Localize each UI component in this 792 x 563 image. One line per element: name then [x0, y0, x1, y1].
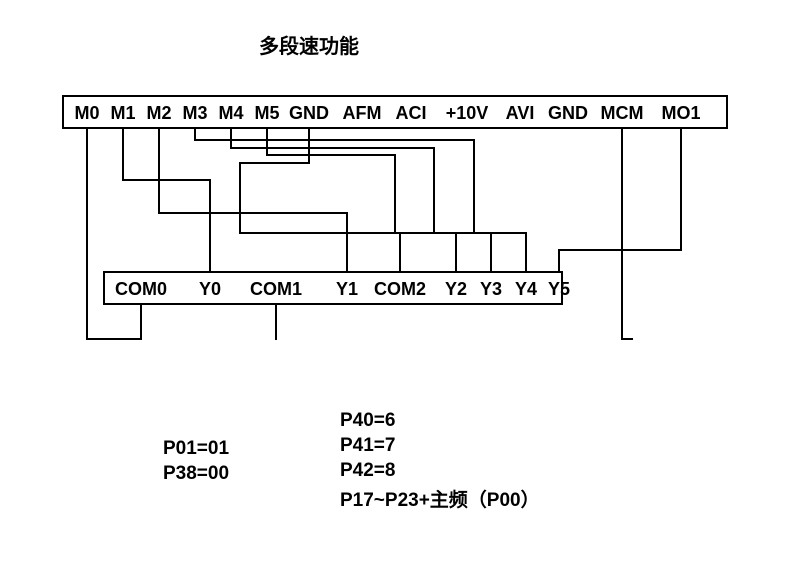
- param-right-1: P41=7: [340, 435, 395, 457]
- param-left-0: P01=01: [163, 438, 229, 460]
- param-right-3: P17~P23+主频（P00）: [340, 485, 540, 512]
- param-right-0: P40=6: [340, 410, 395, 432]
- diagram-canvas: 多段速功能 M0M1M2M3M4M5GNDAFMACI+10VAVIGNDMCM…: [0, 0, 792, 563]
- param-left-1: P38=00: [163, 463, 229, 485]
- wiring-layer: [0, 0, 792, 563]
- param-right-2: P42=8: [340, 460, 395, 482]
